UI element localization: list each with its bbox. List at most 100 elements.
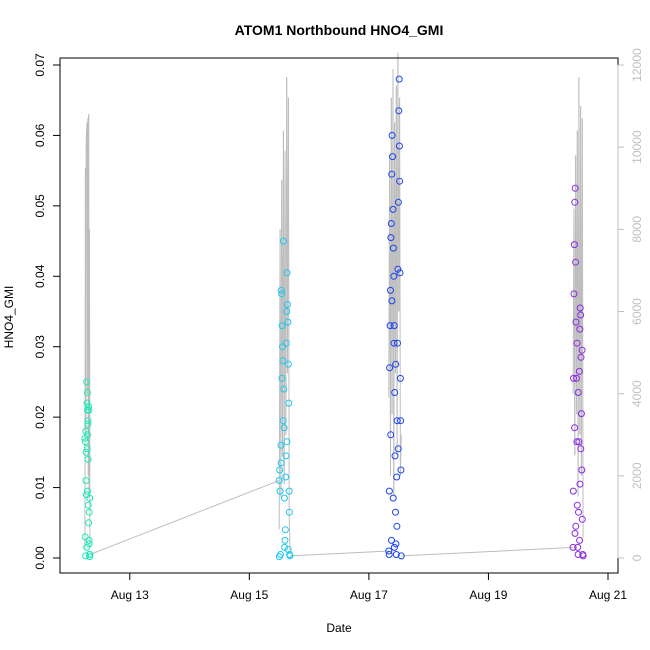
data-point	[388, 170, 396, 178]
data-point	[389, 494, 397, 502]
data-point	[393, 522, 401, 530]
data-point	[282, 452, 290, 460]
data-point	[82, 448, 90, 456]
y-tick-label: 0.01	[33, 476, 47, 500]
segment-connector-lines	[89, 480, 574, 557]
data-point	[386, 364, 394, 372]
secondary-y-tick-label: 4000	[630, 380, 644, 407]
altitude-series	[84, 52, 584, 550]
data-point	[569, 487, 577, 495]
data-point	[576, 480, 584, 488]
y-tick-label: 0.07	[33, 53, 47, 77]
y-tick-label: 0.04	[33, 264, 47, 288]
data-point	[395, 75, 403, 83]
data-point	[393, 473, 401, 481]
data-point	[390, 339, 398, 347]
data-point	[281, 526, 289, 534]
data-point	[571, 198, 579, 206]
data-point	[575, 508, 582, 516]
data-point	[393, 417, 401, 425]
data-point	[572, 522, 580, 530]
data-point	[388, 131, 396, 139]
data-point	[577, 311, 585, 319]
data-point	[280, 385, 288, 393]
data-point	[284, 318, 292, 326]
data-point	[86, 494, 94, 502]
data-point	[285, 487, 293, 495]
data-point	[387, 286, 394, 294]
y-tick-label: 0.02	[33, 405, 47, 429]
data-point	[392, 360, 400, 368]
data-point	[284, 360, 292, 368]
data-point	[392, 540, 400, 548]
x-tick-label: Aug 15	[230, 588, 268, 602]
data-point	[278, 374, 286, 382]
altitude-segment	[288, 516, 291, 550]
data-point	[281, 536, 289, 544]
data-point	[85, 406, 93, 414]
data-point	[284, 546, 292, 553]
data-point	[392, 551, 400, 558]
data-point	[572, 318, 580, 326]
data-point	[85, 540, 93, 548]
data-point	[394, 445, 402, 453]
data-point	[396, 177, 404, 185]
data-point	[394, 198, 402, 206]
data-point	[277, 441, 285, 449]
data-point	[283, 269, 291, 277]
secondary-y-tick-label: 6000	[630, 298, 644, 325]
data-point	[578, 515, 586, 523]
data-point	[84, 420, 92, 428]
data-point	[387, 234, 395, 242]
data-point	[571, 529, 579, 537]
data-point	[571, 184, 579, 192]
secondary-y-tick-label: 8000	[630, 216, 644, 243]
data-point	[397, 552, 405, 560]
data-point	[276, 466, 284, 474]
data-point	[387, 220, 395, 227]
y-tick-label: 0.00	[33, 546, 47, 570]
data-point	[278, 322, 286, 330]
segment-connector	[401, 546, 574, 557]
data-point	[395, 142, 403, 150]
data-point	[275, 477, 283, 484]
data-point	[86, 553, 94, 561]
data-point	[284, 301, 291, 308]
data-point	[578, 346, 586, 354]
altitude-segment	[399, 434, 402, 476]
data-point	[570, 241, 578, 249]
secondary-y-tick-label: 2000	[630, 462, 644, 489]
data-point	[574, 543, 582, 551]
data-point	[276, 487, 284, 495]
data-point	[569, 543, 577, 551]
data-point	[283, 308, 291, 315]
data-point	[83, 543, 91, 551]
secondary-y-tick-label: 10000	[630, 130, 644, 164]
data-point	[389, 244, 397, 252]
data-point	[390, 272, 398, 280]
y-tick-label: 0.06	[33, 123, 47, 147]
data-point	[282, 473, 290, 481]
data-point	[391, 389, 399, 396]
data-point	[392, 508, 399, 516]
data-point	[573, 501, 581, 509]
x-tick-label: Aug 21	[589, 588, 627, 602]
data-point	[280, 494, 288, 502]
data-point	[83, 389, 91, 396]
data-point	[389, 205, 397, 213]
data-point	[576, 304, 584, 312]
data-point	[82, 427, 90, 435]
data-point	[84, 455, 92, 463]
secondary-y-tick-label: 12000	[630, 48, 644, 82]
data-point	[81, 438, 89, 446]
data-point	[397, 466, 405, 474]
data-point	[576, 536, 584, 544]
data-point	[388, 297, 396, 305]
x-tick-label: Aug 19	[469, 588, 507, 602]
data-point	[277, 286, 285, 294]
secondary-y-tick-label: 0	[630, 554, 644, 561]
data-point	[385, 487, 393, 495]
data-point	[283, 438, 291, 446]
y-tick-label: 0.03	[33, 335, 47, 359]
